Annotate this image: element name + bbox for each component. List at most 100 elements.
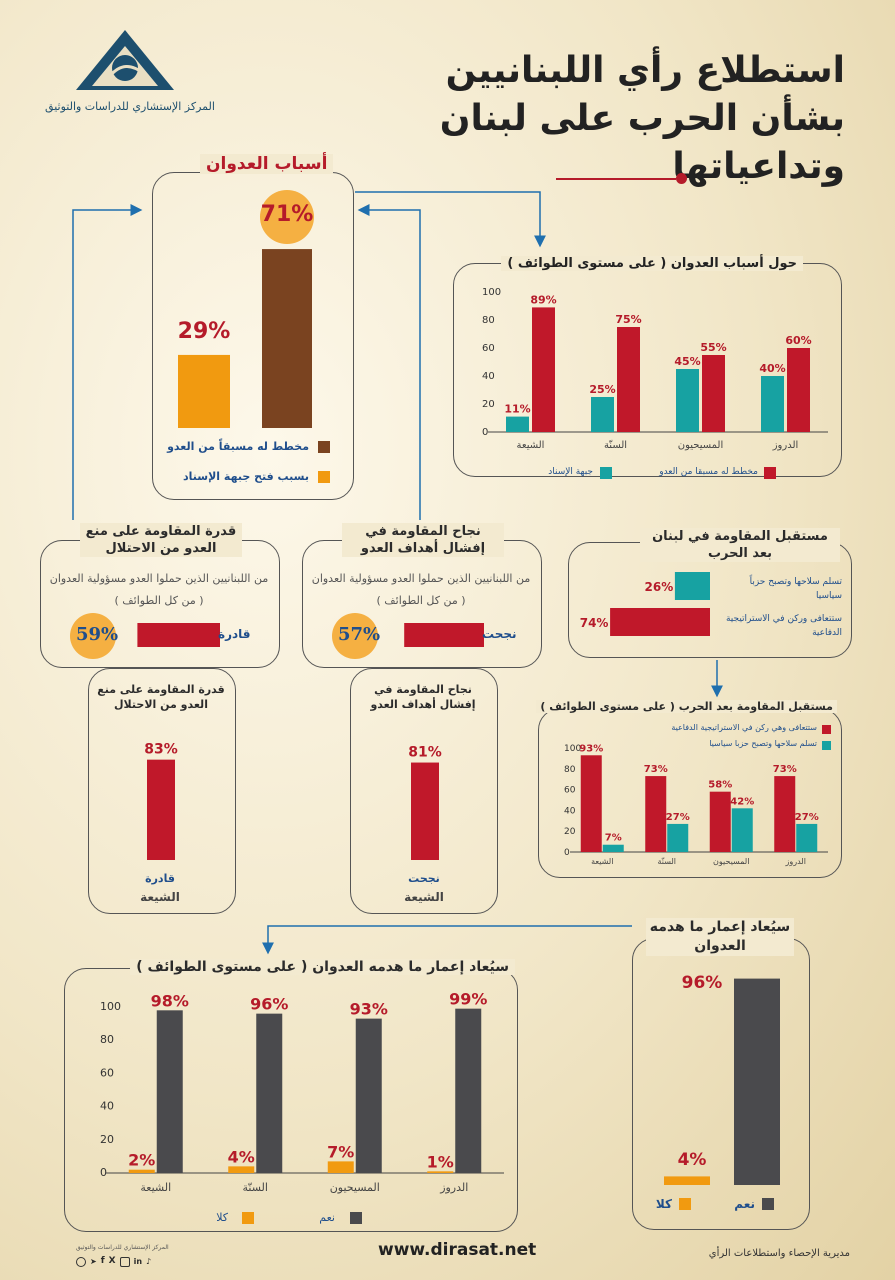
- legend-label-planned-sect: مخطط له مسبقا من العدو: [659, 467, 758, 477]
- bar-no: [664, 1176, 710, 1185]
- y-tick-label: 60: [564, 786, 576, 796]
- category-label: السنّة: [658, 857, 677, 866]
- tiktok-icon[interactable]: ♪: [146, 1257, 152, 1266]
- bar-recover: [610, 608, 710, 636]
- category-label: الدروز: [772, 440, 799, 451]
- category-label: الدروز: [439, 1181, 468, 1194]
- data-label: 4%: [228, 1147, 255, 1166]
- category-label: الشيعة: [591, 857, 613, 866]
- deterrence-shia-panel: [88, 668, 236, 914]
- footer-org-name: المركز الإستشاري للدراسات والتوثيق: [76, 1244, 169, 1251]
- x-icon[interactable]: X: [108, 1256, 116, 1266]
- legend-label-yes: نعم: [734, 1197, 755, 1211]
- causes-chart: 29% 71%: [178, 202, 314, 428]
- data-label: 60%: [785, 334, 811, 347]
- bar-a: [709, 791, 731, 852]
- causes-by-sect-title: حول أسباب العدوان ( على مستوى الطوائف ): [501, 256, 803, 271]
- legend-swatch-yes: [762, 1198, 774, 1210]
- bar-a: [580, 755, 602, 852]
- data-label: 96%: [682, 973, 723, 993]
- future-item-2: ستتعافى وركن في الاستراتيجية الدفاعية: [725, 614, 842, 638]
- deterrence-shia-bar-label: قادرة: [145, 872, 175, 885]
- legend-swatch-planned: [318, 441, 330, 453]
- facebook-icon[interactable]: f: [100, 1256, 105, 1266]
- bar-a: [427, 1171, 454, 1173]
- y-tick-label: 20: [482, 399, 495, 410]
- legend-label-support-sect: جبهة الإسناد: [548, 467, 593, 477]
- bar-b: [532, 307, 555, 432]
- legend-label-recover: ستتعافى وهي ركن في الاستراتيجية الدفاعية: [671, 723, 817, 732]
- bar-a: [645, 776, 667, 852]
- success-shia-title: نجاح المقاومة في إفشال أهداف العدو: [370, 683, 476, 711]
- y-tick-label: 100: [482, 287, 501, 298]
- bar-value: [404, 623, 484, 647]
- website-link[interactable]: www.dirasat.net: [378, 1240, 537, 1260]
- data-label: 93%: [579, 743, 603, 754]
- legend-swatch-support-sect: [600, 467, 612, 479]
- category-label: المسيحيون: [713, 857, 749, 866]
- data-label: 29%: [178, 319, 231, 344]
- category-label: المسيحيون: [678, 440, 724, 451]
- data-label: 40%: [759, 362, 785, 375]
- legend-label-no-sect: كلا: [216, 1211, 228, 1224]
- logo: [70, 28, 180, 98]
- bar-b: [667, 823, 689, 852]
- page-title-line-2: بشأن الحرب على لبنان: [439, 98, 845, 139]
- bar-value: [147, 759, 175, 860]
- telegram-icon[interactable]: ➤: [90, 1257, 97, 1266]
- rebuild-chart: 4% 96%: [664, 973, 780, 1185]
- data-label: 99%: [449, 990, 487, 1009]
- y-tick-label: 40: [100, 1100, 114, 1113]
- success-shia-chart: 81%: [408, 745, 442, 860]
- data-label: 98%: [151, 991, 189, 1010]
- y-tick-label: 100: [564, 744, 581, 754]
- future-chart: 26% 74%: [580, 572, 710, 636]
- future-by-sect-title: مستقبل المقاومة بعد الحرب ( على مستوى ال…: [536, 700, 837, 713]
- data-label: 2%: [128, 1151, 155, 1170]
- data-label: 73%: [773, 764, 797, 775]
- legend-swatch-planned-sect: [764, 467, 776, 479]
- bar-value: [137, 623, 220, 647]
- legend-swatch-disarm: [822, 741, 831, 750]
- data-label: 71%: [261, 202, 314, 227]
- category-label: الشيعة: [140, 1181, 171, 1194]
- y-tick-label: 60: [482, 343, 495, 354]
- legend-label-support-front: بسبب فتح جبهة الإسناد: [183, 470, 309, 483]
- y-tick-label: 80: [100, 1033, 114, 1046]
- bar-yes: [734, 978, 780, 1185]
- data-label: 58%: [708, 780, 732, 791]
- bar-a: [676, 369, 699, 432]
- y-tick-label: 80: [482, 315, 495, 326]
- legend-label-planned: مخطط له مسبقاً من العدو: [167, 440, 309, 453]
- data-label: 7%: [605, 833, 622, 844]
- bar-b: [796, 823, 818, 852]
- deterrence-shia-group: الشيعة: [140, 890, 180, 904]
- category-label: الشيعة: [517, 440, 545, 451]
- instagram-icon[interactable]: [119, 1257, 130, 1267]
- deterrence-title: قدرة المقاومة على منع العدو من الاحتلال: [80, 523, 242, 557]
- future-title: مستقبل المقاومة في لبنان بعد الحرب: [640, 528, 840, 562]
- bar-a: [128, 1169, 155, 1173]
- bar-value: [411, 762, 439, 860]
- data-label: 55%: [700, 341, 726, 354]
- y-tick-label: 80: [564, 765, 576, 775]
- bar-b: [602, 844, 624, 852]
- deterrence-shia-chart: 83%: [144, 742, 178, 860]
- bar-a: [774, 776, 796, 852]
- bar-b: [455, 1008, 482, 1173]
- bar-support-front: [178, 354, 230, 428]
- y-tick-label: 40: [564, 806, 576, 816]
- success-bar-chart: [404, 623, 484, 647]
- rebuild-title: سيُعاد إعمار ما هدمه العدوان: [646, 918, 794, 956]
- legend-swatch-no: [679, 1198, 691, 1210]
- data-label: 81%: [408, 745, 442, 761]
- value-circle: [260, 190, 314, 244]
- linkedin-icon[interactable]: in: [133, 1257, 143, 1266]
- legend-label-yes-sect: نعم: [319, 1211, 335, 1224]
- whatsapp-icon[interactable]: [76, 1257, 86, 1267]
- category-label: الدروز: [785, 857, 806, 866]
- deterrence-subtitle: من اللبنانيين الذين حملوا العدو مسؤولية …: [49, 572, 269, 607]
- directorate-label: مديرية الإحصاء واستطلاعات الرأي: [708, 1248, 850, 1259]
- data-label: 96%: [250, 995, 288, 1014]
- bar-a: [761, 376, 784, 432]
